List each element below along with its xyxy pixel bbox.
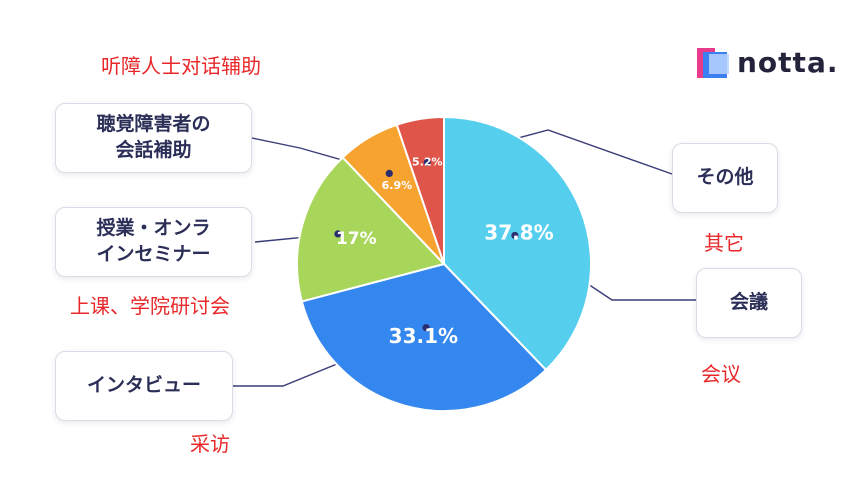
label-box-interview: インタビュー <box>55 351 233 421</box>
label-box-seminar: 授業・オンラ インセミナー <box>55 207 252 277</box>
slice-other-dot <box>423 158 431 167</box>
note-other-cn: 其它 <box>704 231 744 255</box>
slice-hearing-label: 6.9% <box>382 179 413 192</box>
slice-seminar <box>296 156 446 303</box>
slice-interview-dot <box>422 324 430 332</box>
slice-other-label: 5.2% <box>412 155 443 168</box>
slice-meeting <box>443 115 592 372</box>
slice-interview-label: 33.1% <box>389 324 458 348</box>
note-interview-cn: 采访 <box>190 432 230 456</box>
slice-meeting-dot <box>511 231 519 240</box>
label-box-hearing: 聴覚障害者の 会話補助 <box>55 103 252 173</box>
slice-meeting-label: 37.8% <box>484 220 553 244</box>
label-box-meeting: 会議 <box>696 268 802 338</box>
notta-logo: notta. <box>693 44 843 82</box>
slice-seminar-dot <box>334 230 342 238</box>
note-seminar-cn: 上课、学院研讨会 <box>70 294 230 318</box>
label-box-other: その他 <box>672 143 778 213</box>
notta-logo-icon <box>697 48 729 78</box>
slice-hearing-dot <box>385 169 393 178</box>
note-hearing-cn: 听障人士对话辅助 <box>101 54 261 78</box>
logo-text: notta. <box>737 46 839 79</box>
slice-interview <box>300 262 548 412</box>
note-meeting-cn: 会议 <box>701 362 741 386</box>
slice-other <box>395 115 445 265</box>
slice-seminar-label: 17% <box>336 229 377 249</box>
